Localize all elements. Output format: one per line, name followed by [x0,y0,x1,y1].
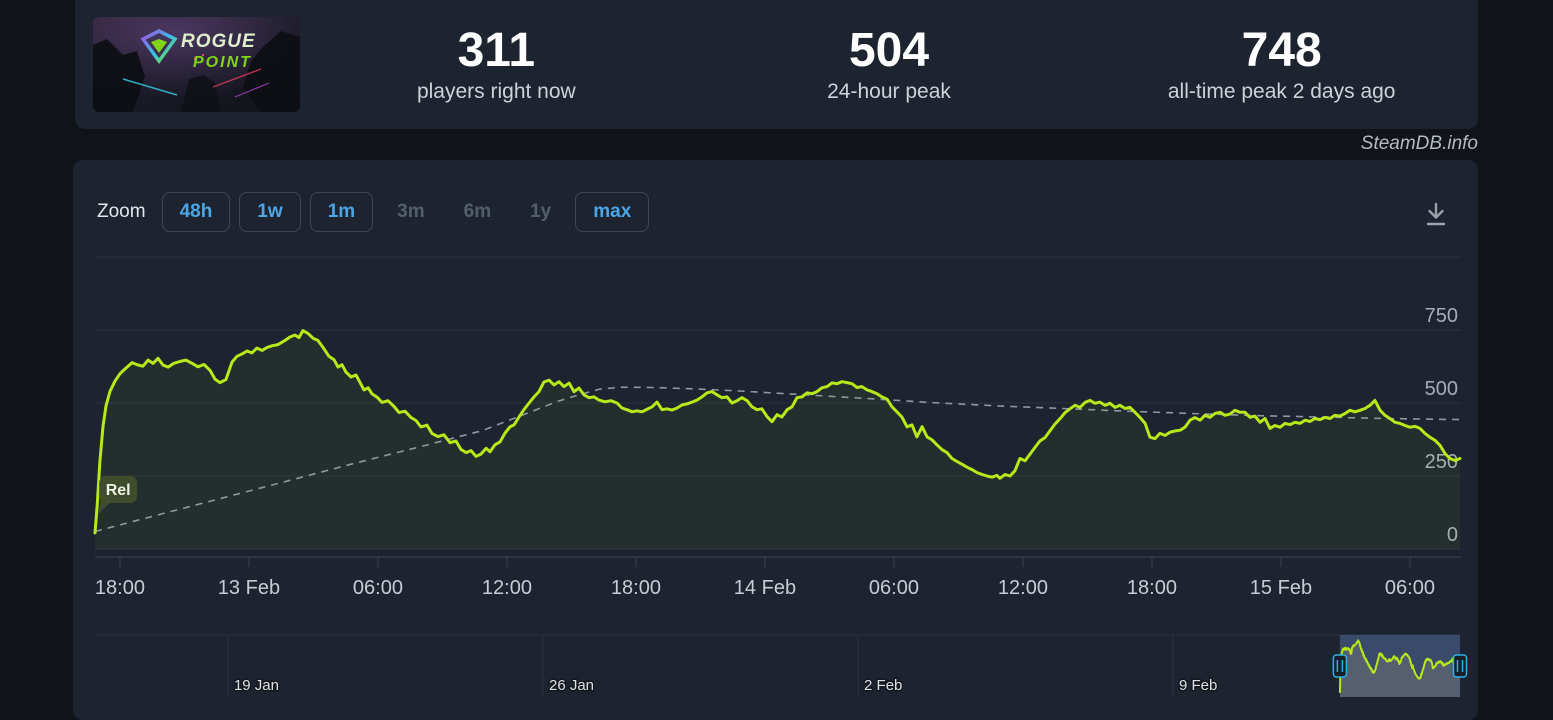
x-axis-label: 06:00 [353,577,403,599]
x-axis-label: 06:00 [869,577,919,599]
x-axis-label: 15 Feb [1250,577,1312,599]
navigator-date-label: 9 Feb [1179,677,1217,694]
game-banner-art: ROGUE POINT [93,17,300,112]
trend-dashed-line [94,386,1461,533]
stat-24h-peak-value: 504 [848,23,930,77]
steamdb-watermark: SteamDB.info [1360,133,1478,154]
zoom-button-6m: 6m [449,192,506,232]
zoom-toolbar: Zoom 48h 1w 1m 3m 6m 1y max [97,192,650,232]
x-axis-label: 14 Feb [734,577,796,599]
zoom-label: Zoom [97,201,146,222]
y-axis-label-750: 750 [1425,305,1458,327]
players-area-fill [95,330,1460,549]
release-flag[interactable] [99,476,138,503]
navigator-date-label: 19 Jan [234,677,279,694]
stat-current-players: 311 players right now [300,23,693,105]
x-axis-label: 12:00 [482,577,532,599]
x-axis-label: 18:00 [95,577,145,599]
x-axis-label: 13 Feb [218,577,280,599]
y-axis-label-0: 0 [1447,524,1458,546]
banner-title-line2: POINT [193,54,252,71]
download-chart-button[interactable] [1418,196,1454,237]
navigator-line [1338,639,1461,693]
zoom-button-1m[interactable]: 1m [309,192,374,232]
stat-current-players-value: 311 [457,23,536,77]
stat-current-players-label: players right now [416,80,576,104]
stat-alltime-peak-value: 748 [1241,23,1322,77]
game-banner[interactable]: ROGUE POINT [93,17,300,112]
player-stats: 311 players right now 504 24-hour peak 7… [300,23,1478,105]
release-flag-label: Rel [106,482,131,499]
stat-alltime-peak-label: all-time peak 2 days ago [1167,80,1396,104]
x-axis-label: 12:00 [998,577,1048,599]
stat-24h-peak: 504 24-hour peak [693,23,1086,105]
x-axis-label: 18:00 [1127,577,1177,599]
zoom-button-1w[interactable]: 1w [239,192,301,232]
download-icon [1426,202,1446,226]
navigator-area-fill [1339,640,1460,697]
navigator-left-handle[interactable] [1332,654,1348,678]
navigator-date-label: 26 Jan [549,677,594,694]
stat-alltime-peak: 748 all-time peak 2 days ago [1085,23,1478,105]
player-chart-panel: 0 250 500 750 18:00 13 Feb 06:00 12:00 18:00 14 F… [73,160,1478,720]
banner-title-line1: ROGUE [181,31,256,52]
zoom-button-48h[interactable]: 48h [161,192,231,232]
stat-24h-peak-label: 24-hour peak [827,80,951,104]
navigator-right-handle[interactable] [1452,654,1468,678]
x-axis-label: 18:00 [611,577,661,599]
zoom-button-1y: 1y [515,192,566,232]
players-line[interactable] [93,329,1462,535]
release-flag-pointer [98,500,114,514]
zoom-button-max[interactable]: max [575,192,650,232]
game-header-panel: ROGUE POINT 311 players right now 504 24… [75,0,1478,129]
y-axis-label-500: 500 [1425,378,1458,400]
navigator-date-label: 2 Feb [864,677,902,694]
zoom-button-3m: 3m [382,192,439,232]
x-axis-label: 06:00 [1385,577,1435,599]
